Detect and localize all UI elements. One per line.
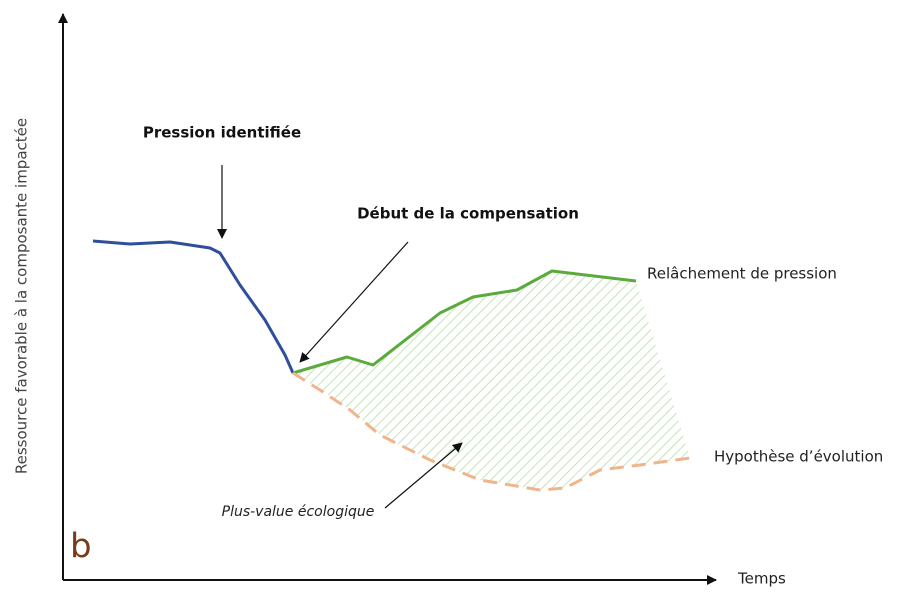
- y-axis-label: Ressource favorable à la composante impa…: [13, 118, 31, 474]
- panel-letter: b: [70, 527, 92, 567]
- pressure-label: Pression identifiée: [143, 124, 301, 142]
- ecological-gain-area: [293, 271, 690, 490]
- release-label: Relâchement de pression: [647, 265, 837, 283]
- gain-label: Plus-value écologique: [222, 504, 375, 520]
- compensation-arrow: [299, 241, 409, 363]
- gain-arrow: [384, 442, 463, 509]
- hypothesis-label: Hypothèse d’évolution: [714, 448, 883, 466]
- x-axis-label: Temps: [737, 570, 786, 588]
- release-curve: [292, 269, 637, 375]
- pre-pressure-curve: [92, 239, 295, 374]
- compensation-label: Début de la compensation: [357, 205, 579, 223]
- hypothesis-curve: [292, 371, 691, 492]
